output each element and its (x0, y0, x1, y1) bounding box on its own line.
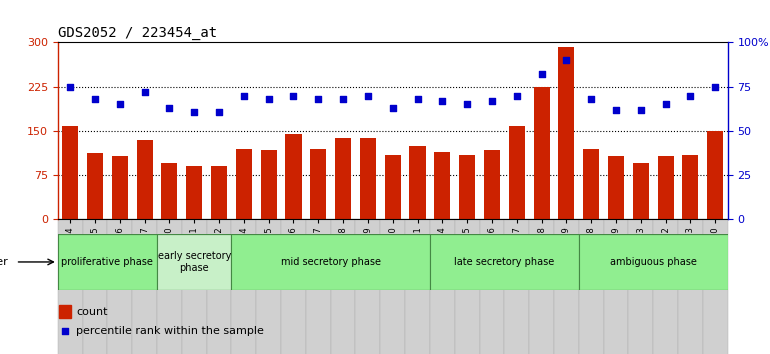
Point (213, 109, 225, 114)
Point (139, 89, 151, 95)
Bar (182, 219, 206, 354)
Bar (256, 219, 281, 354)
Point (362, 93, 374, 98)
Bar (62, 126, 79, 219)
Bar (385, 155, 400, 219)
Bar (232, 219, 256, 354)
Bar (430, 219, 455, 354)
Bar (232, 234, 430, 290)
Bar (455, 219, 480, 354)
Bar (107, 219, 132, 354)
Point (387, 105, 399, 111)
Bar (459, 155, 475, 219)
Bar (628, 219, 653, 354)
Point (163, 105, 176, 111)
Text: other: other (0, 257, 8, 267)
Text: late secretory phase: late secretory phase (454, 257, 554, 267)
Bar (707, 131, 723, 219)
Bar (529, 219, 554, 354)
Bar (430, 234, 579, 290)
Point (709, 84, 721, 90)
Bar (504, 219, 529, 354)
Text: GDS2052 / 223454_at: GDS2052 / 223454_at (58, 26, 217, 40)
Bar (286, 134, 302, 219)
Bar (579, 219, 604, 354)
Point (312, 96, 324, 102)
Point (89, 96, 101, 102)
Point (64, 84, 76, 90)
Point (610, 107, 622, 113)
Bar (335, 138, 351, 219)
Point (659, 102, 671, 107)
Bar (509, 126, 525, 219)
Point (411, 96, 424, 102)
Bar (703, 219, 728, 354)
Bar (306, 219, 330, 354)
Bar (206, 219, 232, 354)
Bar (633, 164, 649, 219)
Bar (405, 219, 430, 354)
Bar (211, 166, 227, 219)
Bar (678, 219, 703, 354)
Point (287, 93, 300, 98)
Text: mid secretory phase: mid secretory phase (281, 257, 380, 267)
Point (436, 98, 448, 104)
Bar (58, 234, 157, 290)
Bar (58, 219, 82, 354)
Bar (356, 219, 380, 354)
Bar (410, 146, 426, 219)
Bar (583, 149, 599, 219)
Bar (480, 219, 504, 354)
Point (337, 96, 350, 102)
Bar (186, 166, 203, 219)
Bar (112, 156, 128, 219)
Text: ambiguous phase: ambiguous phase (610, 257, 697, 267)
Text: proliferative phase: proliferative phase (62, 257, 153, 267)
Point (188, 109, 200, 114)
Bar (310, 149, 326, 219)
Bar (157, 219, 182, 354)
Bar (484, 150, 500, 219)
Bar (558, 47, 574, 219)
Bar (281, 219, 306, 354)
Point (461, 102, 474, 107)
Point (634, 107, 647, 113)
Point (585, 96, 598, 102)
Point (486, 98, 498, 104)
Point (511, 93, 523, 98)
Bar (658, 156, 674, 219)
Bar (236, 149, 252, 219)
Bar (682, 155, 698, 219)
Point (535, 72, 547, 77)
Bar (380, 219, 405, 354)
Text: count: count (76, 307, 108, 316)
Bar (608, 156, 624, 219)
Bar (132, 219, 157, 354)
Bar (360, 138, 376, 219)
Bar (579, 234, 728, 290)
Bar (604, 219, 628, 354)
Bar (534, 87, 550, 219)
Bar (330, 219, 356, 354)
Bar (162, 164, 177, 219)
Bar (260, 150, 276, 219)
Point (59, 328, 72, 333)
Bar (136, 140, 152, 219)
Point (685, 93, 697, 98)
Bar (157, 234, 232, 290)
Point (561, 57, 573, 63)
Bar (434, 152, 450, 219)
Point (263, 96, 275, 102)
Point (238, 93, 250, 98)
Text: early secretory
phase: early secretory phase (158, 251, 231, 273)
Bar (653, 219, 678, 354)
Bar (82, 219, 107, 354)
Bar (554, 219, 579, 354)
Text: percentile rank within the sample: percentile rank within the sample (76, 326, 264, 336)
Bar (59, 306, 71, 318)
Point (114, 102, 126, 107)
Bar (87, 153, 103, 219)
